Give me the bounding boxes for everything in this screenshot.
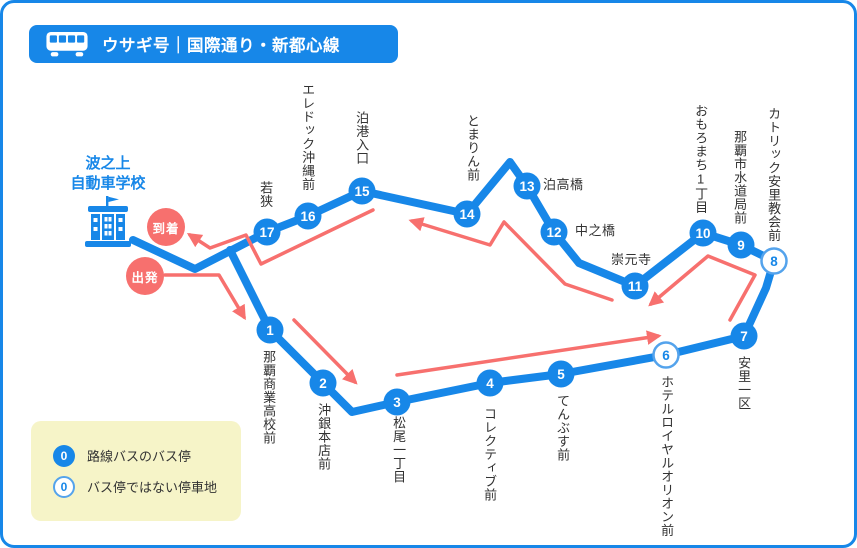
stop-circle-1: [256, 316, 284, 344]
stop-circle-5: [547, 360, 575, 388]
stop-number-5: 5: [557, 367, 565, 382]
direction-arrow-westbound: [408, 217, 614, 302]
school-label: 波之上 自動車学校: [43, 154, 173, 193]
school-building-icon: [85, 196, 131, 247]
stop-circle-6: [652, 341, 680, 369]
stop-circle-11: [621, 272, 649, 300]
legend-label-waypoint: バス停ではない停車地: [87, 480, 218, 495]
stop-number-7: 7: [740, 329, 748, 344]
stop-number-2: 2: [319, 376, 327, 391]
stop-circle-14: [453, 200, 481, 228]
direction-arrow-departure: [163, 273, 246, 321]
route-header: ウサギ号｜国際通り・新都心線: [29, 25, 398, 63]
school-name-line1: 波之上: [85, 155, 131, 172]
stop-circle-17: [253, 218, 281, 246]
direction-arrow-arrival: [186, 208, 375, 266]
waypoint-symbol: 0: [53, 475, 75, 498]
school-name-line2: 自動車学校: [70, 174, 146, 192]
route-map: 1 2 3 4 5 6 7 8 9 10 11 12 13 14 15 16 17 那覇商業高校前 沖銀本店前 松尾…: [3, 3, 854, 545]
stop-number-17: 17: [259, 225, 274, 240]
direction-arrow-eastbound: [395, 330, 662, 377]
stop-number-16: 16: [300, 209, 316, 224]
legend: 0 路線バスのバス停 0 バス停ではない停車地: [31, 421, 241, 521]
bus-icon: [46, 32, 88, 57]
route-title: ウサギ号｜国際通り・新都心線: [102, 37, 340, 55]
stop-number-9: 9: [737, 238, 745, 253]
stop-number-1: 1: [266, 323, 274, 338]
stop-number-4: 4: [486, 376, 494, 391]
direction-arrow-to-stop-3: [292, 318, 358, 385]
stop-number-3: 3: [393, 395, 401, 410]
stop-circle-13: [513, 172, 541, 200]
legend-item-bus-stop: 0 路線バスのバス停: [53, 444, 241, 467]
arrival-badge: 到着: [147, 208, 185, 246]
stop-circle-9: [727, 231, 755, 259]
stop-circle-4: [476, 369, 504, 397]
direction-arrow-loop-8-to-11: [648, 254, 757, 322]
stop-number-8: 8: [770, 254, 778, 269]
stop-circle-7: [730, 322, 758, 350]
stop-number-13: 13: [519, 179, 535, 194]
stop-number-14: 14: [459, 207, 475, 222]
route-line: [129, 158, 778, 416]
stop-number-10: 10: [695, 226, 710, 241]
stop-circle-15: [348, 177, 376, 205]
departure-badge: 出発: [126, 257, 164, 295]
stop-circle-8: [760, 247, 788, 275]
stop-number-15: 15: [354, 184, 370, 199]
stop-circle-12: [540, 218, 568, 246]
legend-label-bus-stop: 路線バスのバス停: [87, 449, 192, 464]
stop-number-12: 12: [546, 225, 561, 240]
stop-circle-10: [689, 219, 717, 247]
stop-circle-3: [383, 388, 411, 416]
legend-item-waypoint: 0 バス停ではない停車地: [53, 475, 241, 498]
stop-circle-2: [309, 369, 337, 397]
stop-circle-16: [294, 202, 322, 230]
bus-stop-symbol: 0: [53, 444, 75, 467]
stop-number-6: 6: [662, 348, 670, 363]
stop-number-11: 11: [628, 279, 643, 294]
